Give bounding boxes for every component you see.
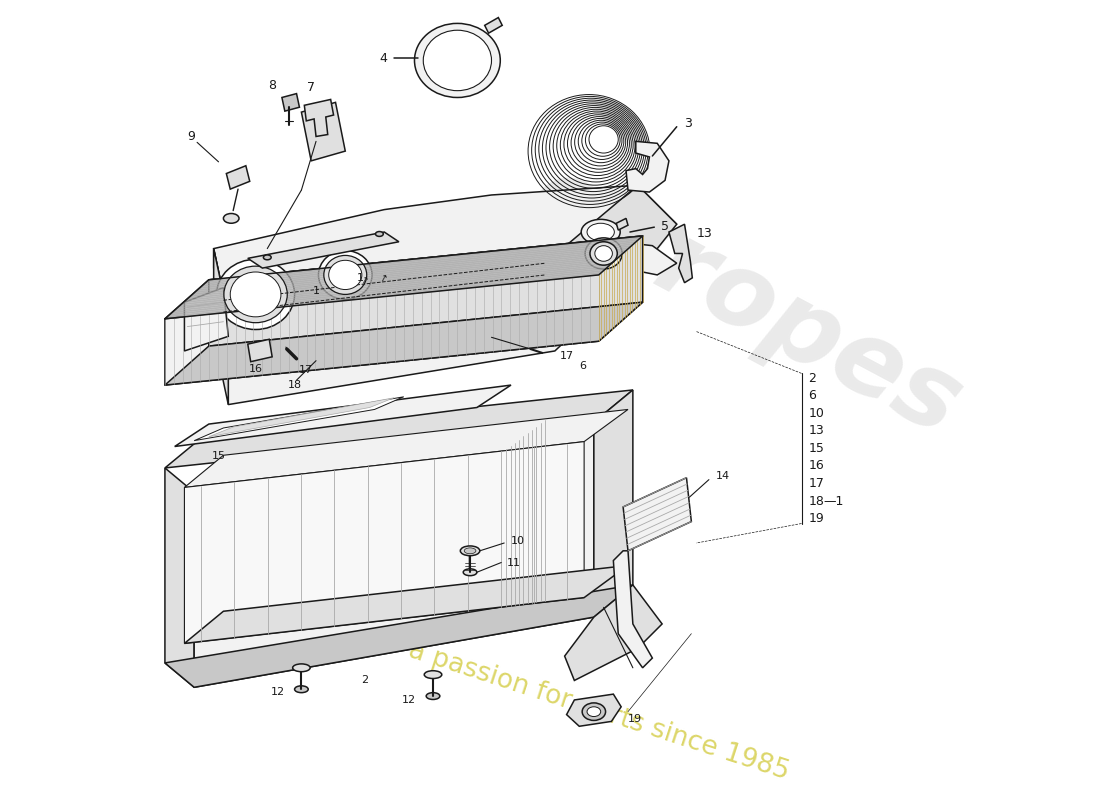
Polygon shape	[213, 249, 229, 336]
Text: 2: 2	[808, 372, 816, 385]
Text: 17: 17	[560, 351, 574, 361]
Polygon shape	[229, 263, 546, 342]
Text: europes: europes	[512, 146, 978, 458]
Text: 7: 7	[307, 82, 316, 94]
Ellipse shape	[587, 706, 601, 717]
Text: 6: 6	[808, 390, 816, 402]
Polygon shape	[175, 385, 512, 446]
Text: 3: 3	[684, 118, 692, 130]
Polygon shape	[616, 218, 628, 230]
Ellipse shape	[263, 255, 272, 260]
Text: 15: 15	[808, 442, 824, 455]
Ellipse shape	[587, 223, 614, 241]
Text: 6: 6	[580, 361, 586, 370]
Polygon shape	[564, 585, 662, 681]
Ellipse shape	[464, 548, 476, 554]
Ellipse shape	[329, 260, 362, 290]
Polygon shape	[485, 18, 503, 33]
Polygon shape	[305, 99, 333, 137]
Ellipse shape	[295, 686, 308, 693]
Text: 1: 1	[356, 273, 363, 283]
Text: 18: 18	[808, 494, 824, 507]
Ellipse shape	[590, 242, 617, 265]
Polygon shape	[165, 275, 598, 385]
Text: ↗: ↗	[360, 275, 370, 286]
Text: 10: 10	[512, 536, 525, 546]
Ellipse shape	[426, 693, 440, 699]
Text: 13: 13	[696, 227, 712, 241]
Text: 2: 2	[361, 675, 368, 686]
Polygon shape	[195, 422, 594, 687]
Polygon shape	[185, 410, 628, 487]
Polygon shape	[546, 186, 676, 287]
Text: 1: 1	[312, 286, 319, 295]
Text: 10: 10	[808, 407, 824, 420]
Polygon shape	[165, 302, 642, 385]
Polygon shape	[301, 102, 345, 161]
Text: ↗: ↗	[379, 272, 389, 284]
Ellipse shape	[230, 272, 280, 317]
Polygon shape	[669, 224, 692, 282]
Polygon shape	[209, 398, 394, 437]
Polygon shape	[546, 242, 676, 287]
Ellipse shape	[460, 546, 480, 556]
Ellipse shape	[585, 238, 623, 269]
Ellipse shape	[582, 703, 606, 721]
Polygon shape	[165, 390, 632, 468]
Text: 12: 12	[402, 695, 416, 705]
Polygon shape	[594, 390, 632, 617]
Text: 4: 4	[379, 52, 387, 65]
Text: 17: 17	[298, 366, 312, 375]
Text: 19: 19	[628, 714, 642, 725]
Text: a passion for parts since 1985: a passion for parts since 1985	[405, 638, 792, 786]
Text: 16: 16	[808, 459, 824, 473]
Text: 19: 19	[808, 512, 824, 525]
Polygon shape	[165, 468, 195, 687]
Polygon shape	[213, 249, 229, 405]
Polygon shape	[195, 397, 404, 441]
Text: 14: 14	[716, 470, 730, 481]
Polygon shape	[248, 232, 399, 268]
Polygon shape	[626, 142, 669, 192]
Text: 18: 18	[287, 380, 301, 390]
Polygon shape	[598, 236, 642, 342]
Polygon shape	[185, 566, 628, 643]
Ellipse shape	[217, 259, 295, 330]
Text: 5: 5	[661, 220, 669, 233]
Ellipse shape	[581, 219, 620, 245]
Polygon shape	[282, 94, 299, 111]
Ellipse shape	[375, 231, 383, 237]
Polygon shape	[165, 585, 632, 687]
Polygon shape	[248, 339, 272, 362]
Text: 12: 12	[271, 687, 285, 697]
Text: 9: 9	[187, 130, 195, 143]
Polygon shape	[229, 273, 638, 405]
Text: 16: 16	[249, 363, 263, 374]
Text: 13: 13	[808, 424, 824, 438]
Ellipse shape	[323, 255, 366, 294]
Polygon shape	[165, 236, 642, 318]
Text: 17: 17	[808, 477, 824, 490]
Ellipse shape	[223, 214, 239, 223]
Polygon shape	[227, 166, 250, 189]
Ellipse shape	[463, 569, 477, 576]
Ellipse shape	[425, 670, 442, 678]
Ellipse shape	[415, 23, 500, 98]
Text: —1: —1	[823, 494, 844, 507]
Ellipse shape	[293, 664, 310, 672]
Ellipse shape	[424, 30, 492, 90]
Polygon shape	[614, 551, 652, 668]
Polygon shape	[185, 287, 229, 351]
Ellipse shape	[319, 250, 372, 299]
Ellipse shape	[595, 246, 613, 262]
Polygon shape	[623, 478, 692, 551]
Ellipse shape	[224, 266, 287, 322]
Text: 15: 15	[211, 451, 226, 462]
Polygon shape	[185, 442, 584, 643]
Text: 11: 11	[507, 558, 521, 567]
Polygon shape	[566, 694, 621, 726]
Text: 8: 8	[268, 79, 276, 92]
Polygon shape	[213, 186, 676, 317]
Polygon shape	[209, 236, 642, 346]
